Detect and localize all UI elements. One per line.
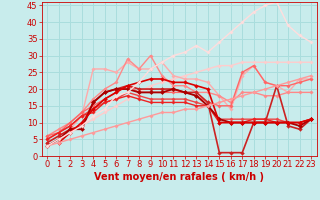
X-axis label: Vent moyen/en rafales ( km/h ): Vent moyen/en rafales ( km/h ) bbox=[94, 172, 264, 182]
